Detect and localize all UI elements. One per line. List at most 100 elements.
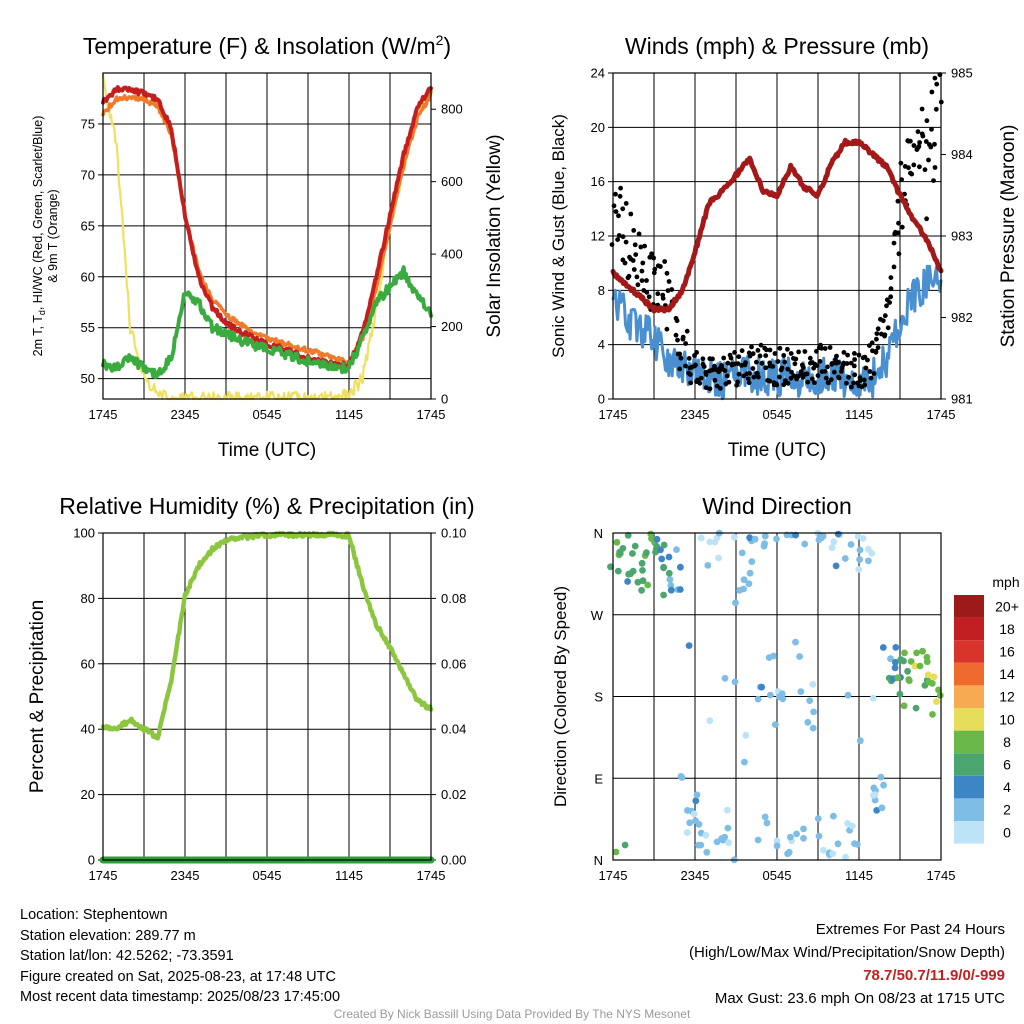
direction-point bbox=[829, 850, 837, 857]
legend-label: 20+ bbox=[995, 598, 1019, 614]
direction-point bbox=[634, 578, 642, 586]
x-axis-label: Time (UTC) bbox=[218, 440, 317, 461]
direction-point bbox=[702, 831, 710, 839]
gust-point bbox=[636, 231, 642, 237]
gust-point bbox=[793, 356, 799, 362]
y-label-rest: , HI/WC (Red, Green, Scarlet/Blue) bbox=[31, 116, 45, 311]
y-tick-label: 75 bbox=[81, 116, 95, 131]
gust-point bbox=[609, 242, 615, 248]
gust-point bbox=[931, 178, 936, 184]
gust-point bbox=[884, 303, 889, 309]
direction-point bbox=[773, 535, 780, 543]
gust-point bbox=[622, 260, 628, 266]
direction-point bbox=[676, 586, 684, 593]
direction-point bbox=[830, 812, 837, 820]
gust-point bbox=[736, 371, 742, 377]
x-tick-label: 1745 bbox=[89, 868, 118, 883]
plot-border bbox=[102, 72, 432, 400]
gust-point bbox=[755, 371, 760, 376]
direction-point bbox=[847, 541, 855, 548]
gust-point bbox=[809, 376, 815, 382]
gust-point bbox=[882, 313, 888, 319]
direction-point bbox=[754, 836, 762, 844]
gust-point bbox=[852, 372, 858, 378]
wind-speed-legend: mph 0 2 4 6 8 10 12 14 16 18 20+ bbox=[954, 574, 1020, 844]
x-tick-label: 1745 bbox=[599, 868, 628, 883]
direction-point bbox=[856, 546, 864, 554]
direction-point bbox=[683, 829, 691, 836]
y-tick-label: W bbox=[591, 608, 604, 623]
gust-point bbox=[644, 278, 649, 283]
gust-point bbox=[673, 332, 679, 338]
x-tick-label: 1745 bbox=[927, 868, 956, 883]
gust-point bbox=[856, 352, 862, 358]
direction-point bbox=[878, 804, 886, 812]
gust-point bbox=[919, 106, 925, 112]
direction-point bbox=[697, 841, 705, 849]
gust-point bbox=[701, 364, 707, 369]
gust-point bbox=[642, 243, 647, 249]
gust-point bbox=[758, 342, 764, 348]
y2-tick-label: 800 bbox=[441, 102, 463, 117]
y-tick-label: 20 bbox=[81, 787, 95, 802]
gust-point bbox=[665, 288, 671, 293]
gust-point bbox=[869, 340, 875, 346]
gust-point bbox=[826, 380, 831, 386]
gust-point bbox=[613, 191, 618, 197]
gust-point bbox=[707, 386, 713, 392]
station-elevation: Station elevation: 289.77 m bbox=[20, 927, 196, 944]
gust-point bbox=[746, 350, 752, 356]
direction-point bbox=[731, 533, 738, 541]
gust-point bbox=[891, 240, 897, 246]
direction-point bbox=[643, 549, 650, 557]
direction-point bbox=[660, 541, 668, 549]
direction-point bbox=[740, 585, 747, 593]
x-tick-label: 0545 bbox=[253, 407, 282, 422]
direction-point bbox=[923, 658, 931, 666]
gust-point bbox=[750, 366, 756, 371]
direction-point bbox=[639, 567, 646, 574]
gust-point bbox=[634, 274, 640, 280]
x-tick-label: 1745 bbox=[599, 407, 628, 422]
gust-point bbox=[932, 165, 938, 170]
x-tick-label: 0545 bbox=[253, 868, 282, 883]
x-axis-label: Time (UTC) bbox=[728, 440, 827, 461]
gust-point bbox=[933, 106, 939, 112]
direction-point bbox=[842, 853, 849, 861]
max-gust: Max Gust: 23.6 mph On 08/23 at 1715 UTC bbox=[714, 990, 1005, 1007]
direction-point bbox=[613, 538, 621, 546]
direction-point bbox=[810, 708, 817, 716]
x-tick-label: 1145 bbox=[335, 868, 363, 883]
direction-point bbox=[770, 652, 777, 660]
gust-point bbox=[873, 349, 879, 355]
winds-pressure-panel: 1745 2345 0545 1145 174504812162024981982983… bbox=[549, 33, 1019, 461]
gust-point bbox=[703, 385, 709, 391]
direction-point bbox=[871, 791, 879, 798]
gust-point bbox=[792, 361, 798, 367]
gust-point bbox=[736, 354, 742, 360]
temp-9m-line bbox=[101, 89, 433, 365]
pressure-line bbox=[610, 137, 944, 314]
gust-point bbox=[822, 346, 828, 351]
gust-point bbox=[833, 357, 838, 362]
y2-tick-label: 200 bbox=[441, 319, 463, 334]
gust-point bbox=[827, 345, 833, 350]
direction-point bbox=[667, 586, 675, 594]
direction-point bbox=[905, 676, 913, 683]
direction-point bbox=[773, 842, 781, 850]
gust-point bbox=[620, 206, 626, 212]
gust-point bbox=[917, 140, 922, 145]
legend-swatch bbox=[954, 798, 984, 821]
direction-point bbox=[647, 530, 655, 538]
direction-point bbox=[894, 674, 901, 682]
gust-point bbox=[895, 198, 901, 204]
direction-point bbox=[631, 542, 639, 550]
gust-point bbox=[757, 353, 763, 359]
direction-point bbox=[832, 562, 840, 570]
credit-line: Created By Nick Bassill Using Data Provi… bbox=[333, 1007, 691, 1021]
gust-point bbox=[613, 209, 619, 215]
direction-point bbox=[887, 655, 894, 663]
gust-point bbox=[896, 220, 901, 226]
gust-point bbox=[633, 252, 639, 257]
direction-point bbox=[841, 555, 849, 562]
